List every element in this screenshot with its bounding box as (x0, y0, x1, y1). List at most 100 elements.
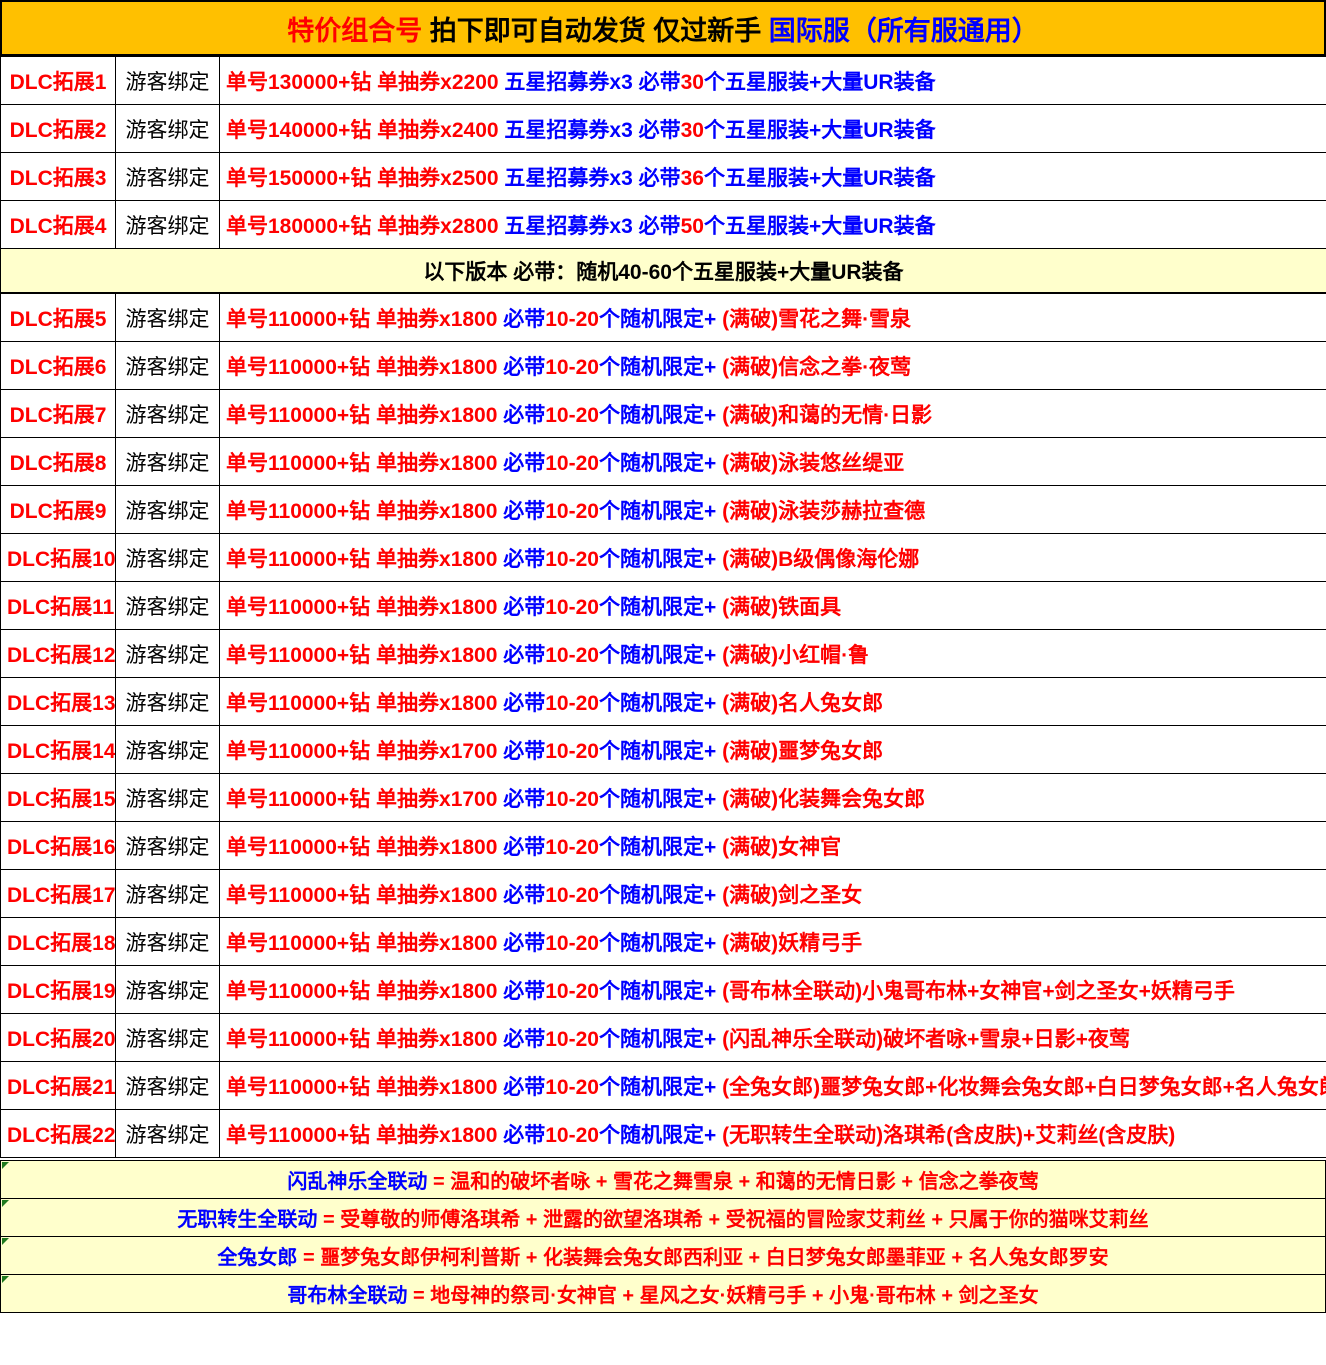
package-version: DLC拓展17 (0, 869, 116, 918)
package-description: 单号110000+钻 单抽券x1800 必带10-20个随机限定+ (满破)B级… (219, 533, 1326, 582)
package-binding: 游客绑定 (115, 437, 220, 486)
package-binding: 游客绑定 (115, 773, 220, 822)
package-binding: 游客绑定 (115, 677, 220, 726)
package-version: DLC拓展18 (0, 917, 116, 966)
package-version: DLC拓展2 (0, 104, 116, 153)
table-row: DLC拓展3 游客绑定 单号150000+钻 单抽券x2500 五星招募券x3 … (0, 152, 1326, 201)
package-binding: 游客绑定 (115, 485, 220, 534)
collab-note-content: 地母神的祭司·女神官 + 星风之女·妖精弓手 + 小鬼·哥布林 + 剑之圣女 (430, 1285, 1039, 1307)
table-row: DLC拓展19 游客绑定 单号110000+钻 单抽券x1800 必带10-20个随… (0, 965, 1326, 1014)
table-row: DLC拓展17 游客绑定 单号110000+钻 单抽券x1800 必带10-20个随… (0, 869, 1326, 918)
package-description: 单号110000+钻 单抽券x1700 必带10-20个随机限定+ (满破)噩梦… (219, 725, 1326, 774)
package-description: 单号110000+钻 单抽券x1800 必带10-20个随机限定+ (无职转生全… (219, 1109, 1326, 1158)
package-description: 单号110000+钻 单抽券x1800 必带10-20个随机限定+ (哥布林全联… (219, 965, 1326, 1014)
collab-note-cell: 无职转生全联动 = 受尊敬的师傅洛琪希 + 泄露的欲望洛琪希 + 受祝福的冒险家… (0, 1198, 1326, 1237)
package-description: 单号110000+钻 单抽券x1800 必带10-20个随机限定+ (满破)小红… (219, 629, 1326, 678)
package-description: 单号110000+钻 单抽券x1800 必带10-20个随机限定+ (满破)铁面… (219, 581, 1326, 630)
table-row: DLC拓展11 游客绑定 单号110000+钻 单抽券x1800 必带10-20个随… (0, 581, 1326, 630)
package-binding: 游客绑定 (115, 1013, 220, 1062)
table-row: DLC拓展20 游客绑定 单号110000+钻 单抽券x1800 必带10-20个随… (0, 1013, 1326, 1062)
title-banner: 特价组合号 拍下即可自动发货 仅过新手 国际服（所有服通用） (0, 0, 1326, 56)
collab-notes-table: 闪乱神乐全联动 = 温和的破坏者咏 + 雪花之舞雪泉 + 和蔼的无情日影 + 信… (0, 1160, 1326, 1313)
collab-note-row: 哥布林全联动 = 地母神的祭司·女神官 + 星风之女·妖精弓手 + 小鬼·哥布林… (0, 1274, 1326, 1313)
collab-note-label: 全兔女郎 (217, 1247, 298, 1269)
package-binding: 游客绑定 (115, 200, 220, 249)
comment-flag-icon (2, 1276, 9, 1283)
package-version: DLC拓展4 (0, 200, 116, 249)
package-binding: 游客绑定 (115, 821, 220, 870)
package-binding: 游客绑定 (115, 293, 220, 342)
package-version: DLC拓展3 (0, 152, 116, 201)
package-description: 单号110000+钻 单抽券x1800 必带10-20个随机限定+ (满破)名人… (219, 677, 1326, 726)
collab-note-content: 噩梦兔女郎伊柯利普斯 + 化装舞会兔女郎西利亚 + 白日梦兔女郎墨菲亚 + 名人… (320, 1247, 1109, 1269)
collab-note-cell: 闪乱神乐全联动 = 温和的破坏者咏 + 雪花之舞雪泉 + 和蔼的无情日影 + 信… (0, 1160, 1326, 1199)
package-description: 单号110000+钻 单抽券x1800 必带10-20个随机限定+ (满破)泳装… (219, 437, 1326, 486)
collab-note-equals: = (297, 1247, 321, 1269)
package-description: 单号110000+钻 单抽券x1700 必带10-20个随机限定+ (满破)化装… (219, 773, 1326, 822)
package-binding: 游客绑定 (115, 1109, 220, 1158)
table-row: DLC拓展7 游客绑定 单号110000+钻 单抽券x1800 必带10-20个随机… (0, 389, 1326, 438)
table-row: DLC拓展5 游客绑定 单号110000+钻 单抽券x1800 必带10-20个随机… (0, 293, 1326, 342)
collab-note-equals: = (317, 1209, 341, 1231)
collab-note-cell: 哥布林全联动 = 地母神的祭司·女神官 + 星风之女·妖精弓手 + 小鬼·哥布林… (0, 1274, 1326, 1313)
package-description: 单号110000+钻 单抽券x1800 必带10-20个随机限定+ (满破)女神… (219, 821, 1326, 870)
table-row: DLC拓展14 游客绑定 单号110000+钻 单抽券x1700 必带10-20个随… (0, 725, 1326, 774)
collab-note-equals: = (427, 1171, 451, 1193)
table-row: DLC拓展13 游客绑定 单号110000+钻 单抽券x1800 必带10-20个随… (0, 677, 1326, 726)
title-blue-part: 国际服（所有服通用） (768, 15, 1039, 46)
package-version: DLC拓展20 (0, 1013, 116, 1062)
package-version: DLC拓展15 (0, 773, 116, 822)
collab-note-content: 温和的破坏者咏 + 雪花之舞雪泉 + 和蔼的无情日影 + 信念之拳夜莺 (450, 1171, 1039, 1193)
package-version: DLC拓展22 (0, 1109, 116, 1158)
package-binding: 游客绑定 (115, 1061, 220, 1110)
table-row: DLC拓展12 游客绑定 单号110000+钻 单抽券x1800 必带10-20个随… (0, 629, 1326, 678)
comment-flag-icon (2, 1162, 9, 1169)
package-description: 单号110000+钻 单抽券x1800 必带10-20个随机限定+ (闪乱神乐全… (219, 1013, 1326, 1062)
table-row: DLC拓展9 游客绑定 单号110000+钻 单抽券x1800 必带10-20个随机… (0, 485, 1326, 534)
package-version: DLC拓展12 (0, 629, 116, 678)
package-version: DLC拓展14 (0, 725, 116, 774)
collab-note-content: 受尊敬的师傅洛琪希 + 泄露的欲望洛琪希 + 受祝福的冒险家艾莉丝 + 只属于你… (340, 1209, 1149, 1231)
comment-flag-icon (2, 1200, 9, 1207)
package-binding: 游客绑定 (115, 152, 220, 201)
table-row: DLC拓展22 游客绑定 单号110000+钻 单抽券x1800 必带10-20个随… (0, 1109, 1326, 1158)
table-row: DLC拓展10 游客绑定 单号110000+钻 单抽券x1800 必带10-20个随… (0, 533, 1326, 582)
package-binding: 游客绑定 (115, 629, 220, 678)
table-row: DLC拓展21 游客绑定 单号110000+钻 单抽券x1800 必带10-20个随… (0, 1061, 1326, 1110)
collab-note-label: 哥布林全联动 (287, 1285, 408, 1307)
package-description: 单号180000+钻 单抽券x2800 五星招募券x3 必带50个五星服装+大量… (219, 200, 1326, 249)
package-version: DLC拓展6 (0, 341, 116, 390)
package-version: DLC拓展1 (0, 56, 116, 105)
package-version: DLC拓展21 (0, 1061, 116, 1110)
package-version: DLC拓展7 (0, 389, 116, 438)
table-row: DLC拓展4 游客绑定 单号180000+钻 单抽券x2800 五星招募券x3 … (0, 200, 1326, 249)
package-version: DLC拓展11 (0, 581, 116, 630)
package-description: 单号110000+钻 单抽券x1800 必带10-20个随机限定+ (满破)妖精… (219, 917, 1326, 966)
table-row: DLC拓展8 游客绑定 单号110000+钻 单抽券x1800 必带10-20个随机… (0, 437, 1326, 486)
package-binding: 游客绑定 (115, 341, 220, 390)
package-version: DLC拓展19 (0, 965, 116, 1014)
table-row: DLC拓展18 游客绑定 单号110000+钻 单抽券x1800 必带10-20个随… (0, 917, 1326, 966)
package-binding: 游客绑定 (115, 104, 220, 153)
package-binding: 游客绑定 (115, 533, 220, 582)
package-version: DLC拓展9 (0, 485, 116, 534)
package-binding: 游客绑定 (115, 917, 220, 966)
separator-note-row: 以下版本 必带：随机40-60个五星服装+大量UR装备 (0, 248, 1326, 293)
collab-note-equals: = (407, 1285, 431, 1307)
package-description: 单号110000+钻 单抽券x1800 必带10-20个随机限定+ (满破)泳装… (219, 485, 1326, 534)
table-row: DLC拓展15 游客绑定 单号110000+钻 单抽券x1700 必带10-20个随… (0, 773, 1326, 822)
collab-note-row: 闪乱神乐全联动 = 温和的破坏者咏 + 雪花之舞雪泉 + 和蔼的无情日影 + 信… (0, 1160, 1326, 1199)
package-description: 单号110000+钻 单抽券x1800 必带10-20个随机限定+ (满破)雪花… (219, 293, 1326, 342)
package-version: DLC拓展5 (0, 293, 116, 342)
table-row: DLC拓展16 游客绑定 单号110000+钻 单抽券x1800 必带10-20个随… (0, 821, 1326, 870)
top-package-table: DLC拓展1 游客绑定 单号130000+钻 单抽券x2200 五星招募券x3 … (0, 56, 1326, 293)
package-description: 单号110000+钻 单抽券x1800 必带10-20个随机限定+ (满破)剑之… (219, 869, 1326, 918)
package-binding: 游客绑定 (115, 389, 220, 438)
package-description: 单号110000+钻 单抽券x1800 必带10-20个随机限定+ (满破)信念… (219, 341, 1326, 390)
package-binding: 游客绑定 (115, 56, 220, 105)
package-description: 单号150000+钻 单抽券x2500 五星招募券x3 必带36个五星服装+大量… (219, 152, 1326, 201)
collab-note-label: 闪乱神乐全联动 (287, 1171, 428, 1193)
package-version: DLC拓展16 (0, 821, 116, 870)
package-binding: 游客绑定 (115, 965, 220, 1014)
package-description: 单号130000+钻 单抽券x2200 五星招募券x3 必带30个五星服装+大量… (219, 56, 1326, 105)
